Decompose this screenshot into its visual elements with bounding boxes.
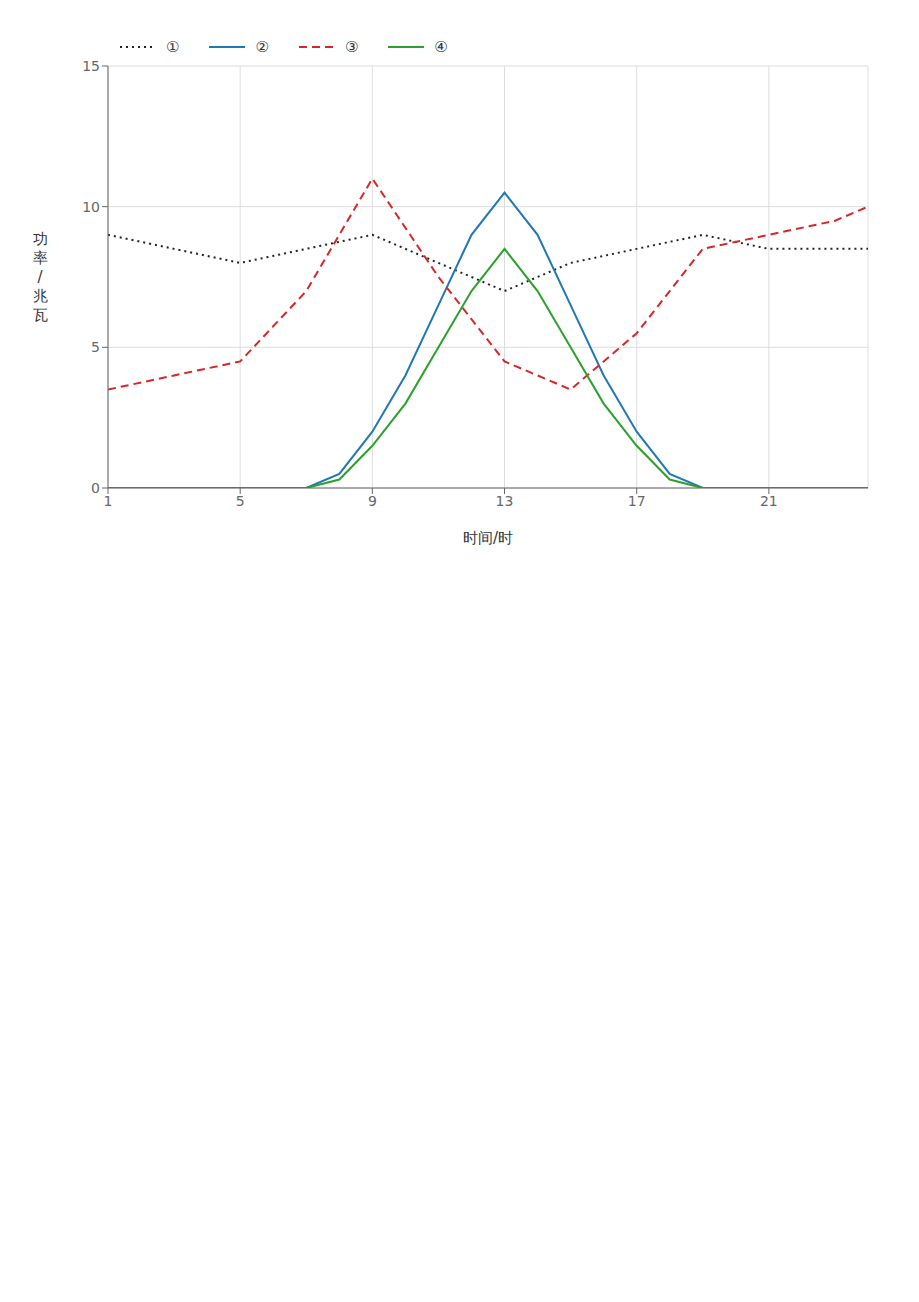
svg-text:17: 17 <box>628 493 646 509</box>
html-text:④: ④ <box>434 38 448 56</box>
svg-text:0: 0 <box>91 480 100 496</box>
svg-text:时间/时: 时间/时 <box>463 529 513 547</box>
html-text:③: ③ <box>344 38 359 56</box>
svg-text:5: 5 <box>236 493 245 509</box>
html-text:②: ② <box>255 38 269 56</box>
svg-text:5: 5 <box>91 339 100 355</box>
svg-text:1: 1 <box>104 493 113 509</box>
html-text:①: ① <box>166 38 180 56</box>
svg-text:9: 9 <box>368 493 377 509</box>
svg-text:15: 15 <box>82 58 100 74</box>
svg-text:13: 13 <box>496 493 514 509</box>
svg-text:10: 10 <box>82 199 100 215</box>
svg-text:21: 21 <box>760 493 778 509</box>
svg-text:功率/兆瓦: 功率/兆瓦 <box>33 230 48 324</box>
